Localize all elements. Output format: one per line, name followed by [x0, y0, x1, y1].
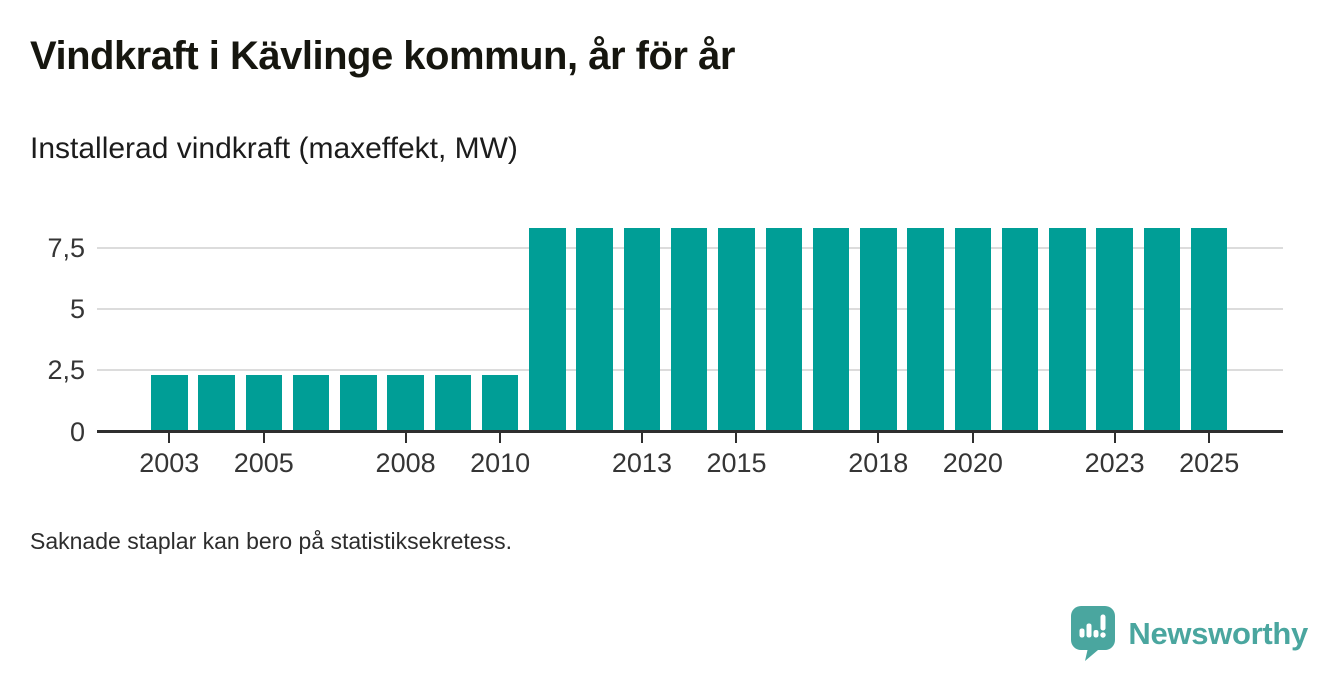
bar-2020	[954, 228, 992, 432]
x-tick-2018	[877, 433, 880, 443]
x-tick-2005	[262, 433, 265, 443]
x-axis-label: 2018	[848, 447, 909, 478]
bar-2015	[718, 228, 755, 432]
y-axis-label: 0	[69, 416, 85, 447]
chart-subtitle: Installerad vindkraft (maxeffekt, MW)	[30, 132, 518, 165]
x-tick-2025	[1208, 433, 1211, 443]
x-axis-label: 2013	[611, 447, 672, 478]
x-axis-label: 2010	[470, 447, 531, 478]
y-axis-label: 2,5	[47, 355, 85, 386]
y-axis-label: 7,5	[47, 232, 85, 263]
bar-2003	[151, 375, 188, 432]
x-axis-label: 2003	[139, 447, 200, 478]
x-tick-2023	[1113, 433, 1116, 443]
bar-2018	[860, 228, 897, 432]
bar-2010	[481, 375, 519, 432]
bar-2008	[387, 375, 424, 432]
bar-2004	[198, 375, 235, 432]
bar-2011	[529, 228, 566, 432]
bar-2005	[245, 375, 283, 432]
bar-2024	[1143, 228, 1181, 432]
bar-2022	[1049, 228, 1086, 432]
newsworthy-logo-icon	[1071, 606, 1116, 661]
bar-2025	[1190, 228, 1228, 432]
y-axis-label: 5	[69, 294, 85, 324]
bar-2014	[670, 228, 708, 432]
bar-2009	[434, 375, 472, 432]
x-tick-2010	[499, 433, 502, 443]
bar-2023	[1096, 228, 1133, 432]
x-tick-2003	[168, 433, 171, 443]
footnote: Saknade staplar kan bero på statistiksek…	[30, 528, 512, 554]
chart-title: Vindkraft i Kävlinge kommun, år för år	[30, 34, 735, 78]
bar-2012	[576, 228, 613, 432]
x-tick-2020	[971, 433, 974, 443]
bar-2021	[1001, 228, 1039, 432]
bar-2007	[340, 375, 377, 432]
x-axis-label: 2015	[706, 447, 767, 478]
x-axis-line	[97, 430, 1283, 433]
bar-2013	[623, 228, 661, 432]
x-tick-2013	[640, 433, 643, 443]
x-axis-label: 2023	[1084, 447, 1145, 478]
speech-bubble-shape	[1071, 606, 1116, 661]
x-axis-label: 2008	[375, 447, 436, 478]
x-axis-label: 2025	[1179, 447, 1240, 478]
bar-2006	[292, 375, 330, 432]
x-tick-2015	[735, 433, 738, 443]
bar-2016	[765, 228, 802, 432]
newsworthy-logo: Newsworthy	[1070, 605, 1308, 662]
x-axis-label: 2020	[942, 447, 1003, 478]
bar-2017	[812, 228, 850, 432]
bar-2019	[907, 228, 944, 432]
logo-bar-chart-glyph	[1079, 614, 1107, 638]
x-tick-2008	[404, 433, 407, 443]
newsworthy-logo-text: Newsworthy	[1128, 615, 1308, 651]
x-axis-label: 2005	[233, 447, 294, 478]
